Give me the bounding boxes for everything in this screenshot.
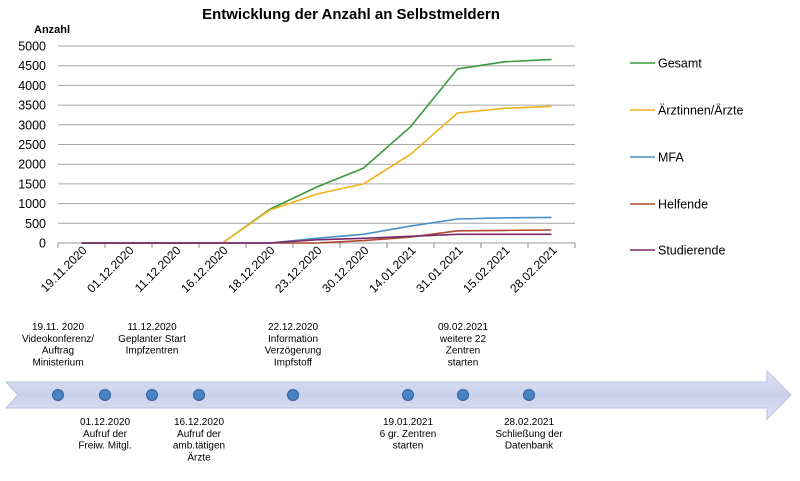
y-tick-label-3500: 3500 [18, 99, 46, 113]
y-tick-label-2500: 2500 [18, 138, 46, 152]
chart-title: Entwicklung der Anzahl an Selbstmeldern [202, 6, 500, 23]
timeline-event-date: 22.12.2020 [268, 322, 318, 333]
y-tick-label-1500: 1500 [18, 177, 46, 191]
series-line-1 [81, 105, 552, 244]
timeline-event-text: Auftrag [42, 346, 74, 357]
legend: Gesamt Ärztinnen/Ärzte MFA Helfende Studiere… [630, 57, 744, 258]
gridlines [58, 45, 575, 244]
y-tick-label-5000: 5000 [18, 40, 46, 54]
y-tick-label-2000: 2000 [18, 158, 46, 172]
legend-label-3: Helfende [658, 198, 708, 212]
timeline-marker-0 [52, 389, 64, 401]
timeline-event-date: 19.11. 2020 [32, 322, 85, 333]
timeline-event-text: Information [268, 334, 318, 345]
x-tick-label-4: 18.12.2020 [225, 243, 278, 296]
x-tick-label-7: 14.01.2021 [366, 243, 419, 296]
x-tick-label-2: 11.12.2020 [132, 243, 184, 295]
timeline-event-text: Verzögerung [265, 346, 322, 357]
timeline-event-text: Impfzentren [126, 346, 179, 357]
y-tick-label-3000: 3000 [18, 118, 46, 132]
timeline-event-date: 28.02.2021 [504, 417, 554, 428]
timeline-event-text: Geplanter Start [118, 334, 186, 345]
x-tick-label-9: 15.02.2021 [460, 243, 513, 296]
timeline-marker-1 [99, 389, 111, 401]
x-axis: 19.11.202001.12.202011.12.202016.12.2020… [38, 243, 576, 296]
x-tick-label-5: 23.12.2020 [272, 243, 325, 296]
timeline-event-text: Aufruf der [177, 429, 222, 440]
legend-label-2: MFA [658, 151, 684, 165]
timeline-event-text: Datenbank [505, 441, 554, 452]
timeline-event-date: 01.12.2020 [80, 417, 130, 428]
timeline-arrow [4, 369, 792, 421]
timeline-marker-4 [287, 389, 299, 401]
timeline-marker-7 [523, 389, 535, 401]
timeline-event-date: 19.01.2021 [383, 417, 433, 428]
legend-label-1: Ärztinnen/Ärzte [658, 104, 744, 118]
y-tick-label-1000: 1000 [18, 197, 46, 211]
x-tick-label-3: 16.12.2020 [178, 243, 231, 296]
timeline-event-text: Impfstoff [274, 357, 312, 368]
timeline-event-text: weitere 22 [439, 334, 487, 345]
timeline-marker-5 [402, 389, 414, 401]
timeline-event-text: Aufruf der [83, 429, 128, 440]
y-tick-label-4000: 4000 [18, 79, 46, 93]
timeline-event-text: starten [393, 441, 424, 452]
x-tick-label-6: 30.12.2020 [319, 243, 372, 296]
timeline-event-text: Ärzte [187, 451, 211, 463]
x-tick-label-8: 31.01.2021 [413, 243, 466, 296]
timeline-event-text: Ministerium [32, 357, 83, 368]
timeline-event-date: 09.02.2021 [438, 322, 488, 333]
timeline-event-date: 11.12.2020 [127, 322, 177, 333]
timeline-event-text: amb.tätigen [173, 441, 225, 452]
y-tick-label-4500: 4500 [18, 59, 46, 73]
timeline-event-text: Freiw. Mitgl. [78, 441, 131, 452]
timeline-event-text: starten [448, 357, 479, 368]
x-tick-label-1: 01.12.2020 [84, 243, 137, 296]
timeline-marker-2 [146, 389, 158, 401]
timeline-event-text: 6 gr. Zentren [380, 429, 437, 440]
y-tick-labels: 0 500 1000 1500 2000 2500 3000 3500 4000 4500 5000 [18, 40, 46, 251]
timeline-marker-6 [457, 389, 469, 401]
series-line-0 [81, 58, 552, 244]
timeline-event-text: Schließung der [495, 429, 563, 440]
legend-label-0: Gesamt [658, 57, 702, 71]
series-line-4 [81, 233, 552, 244]
timeline-event-date: 16.12.2020 [174, 417, 224, 428]
timeline-event-text: Videokonferenz/ [22, 334, 94, 345]
series-lines [81, 58, 552, 244]
y-axis-label: Anzahl [34, 24, 70, 36]
timeline-event-text: Zentren [446, 346, 480, 357]
y-tick-label-0: 0 [39, 237, 46, 251]
legend-label-4: Studierende [658, 244, 725, 258]
y-tick-label-500: 500 [25, 217, 46, 231]
timeline-marker-3 [193, 389, 205, 401]
series-line-3 [81, 229, 552, 244]
x-tick-label-0: 19.11.2020 [38, 243, 90, 295]
x-tick-label-10: 28.02.2021 [507, 243, 560, 296]
timeline: 19.11. 2020Videokonferenz/AuftragMiniste… [4, 322, 792, 463]
